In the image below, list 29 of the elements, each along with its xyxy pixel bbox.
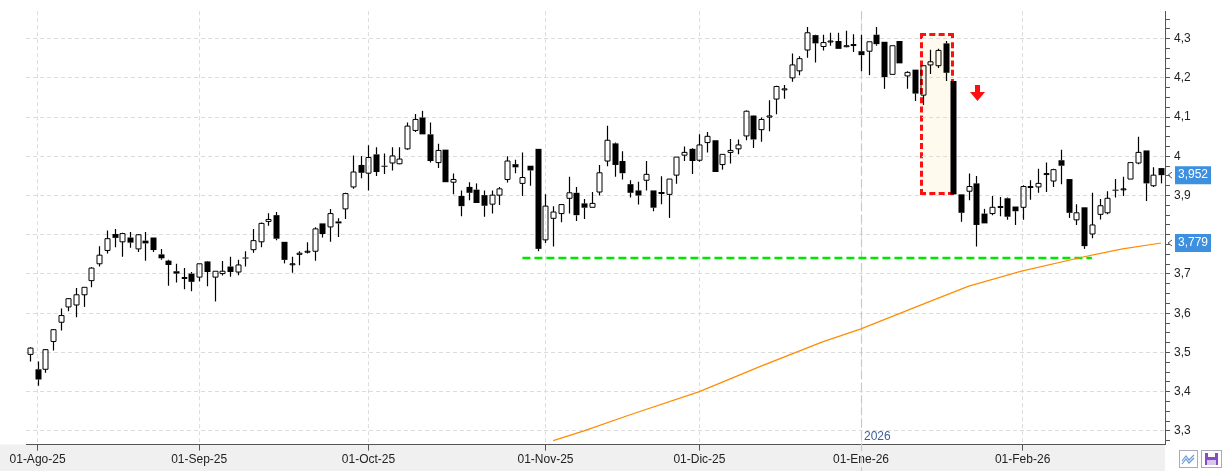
y-tick-label: 3,4 <box>1174 383 1192 398</box>
candlestick <box>150 237 157 253</box>
candlestick <box>519 151 526 197</box>
annotation: 2026 <box>864 428 892 443</box>
y-tick-label: 3,5 <box>1174 344 1192 359</box>
text: 3,952 <box>1178 167 1209 182</box>
x-tick-label: 01-Oct-25 <box>341 452 396 467</box>
y-tick-label: 3,9 <box>1174 187 1192 202</box>
y-tick-label: 4,3 <box>1174 30 1192 45</box>
text: 3,779 <box>1178 235 1209 250</box>
x-tick-label: 01-Nov-25 <box>517 452 574 467</box>
candlestick <box>627 179 634 199</box>
y-tick-label: 4,2 <box>1174 70 1192 85</box>
y-tick-label: 4 <box>1174 148 1181 163</box>
candlestick <box>381 152 388 175</box>
x-tick-label: 01-Ago-25 <box>9 452 66 467</box>
x-tick-label: 01-Ene-26 <box>832 452 890 467</box>
candlestick <box>643 160 650 192</box>
candlestick <box>727 138 734 164</box>
x-tick-label: 01-Feb-26 <box>994 452 1051 467</box>
y-tick-label: 3,3 <box>1174 423 1192 438</box>
candlestick <box>766 99 773 132</box>
x-tick-label: 01-Dic-25 <box>673 452 726 467</box>
y-tick-label: 4,1 <box>1174 109 1192 124</box>
x-tick-label: 01-Sep-25 <box>171 452 228 467</box>
y-tick-label: 3,6 <box>1174 305 1192 320</box>
candlestick <box>165 260 172 287</box>
y-tick-label: 3,7 <box>1174 266 1192 281</box>
candlestick <box>1058 149 1065 185</box>
